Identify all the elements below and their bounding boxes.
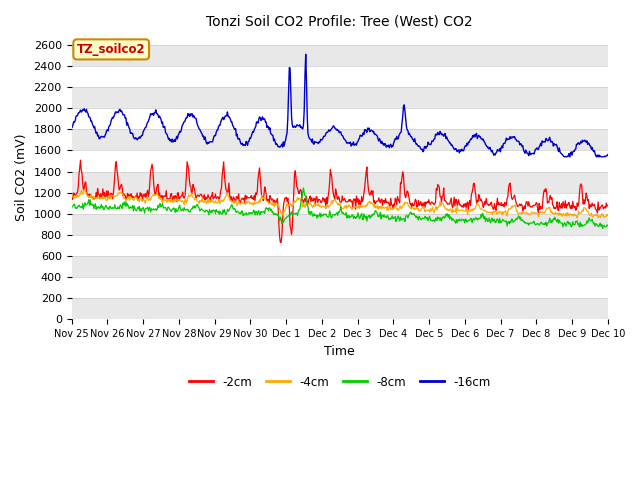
Y-axis label: Soil CO2 (mV): Soil CO2 (mV) — [15, 133, 28, 221]
X-axis label: Time: Time — [324, 345, 355, 358]
Bar — [72, 214, 608, 235]
Bar — [72, 256, 608, 277]
Bar — [72, 171, 608, 192]
Bar — [72, 298, 608, 319]
Title: Tonzi Soil CO2 Profile: Tree (West) CO2: Tonzi Soil CO2 Profile: Tree (West) CO2 — [206, 15, 473, 29]
Bar — [72, 130, 608, 150]
Bar — [72, 45, 608, 66]
Text: TZ_soilco2: TZ_soilco2 — [77, 43, 145, 56]
Legend: -2cm, -4cm, -8cm, -16cm: -2cm, -4cm, -8cm, -16cm — [184, 371, 495, 393]
Bar — [72, 87, 608, 108]
